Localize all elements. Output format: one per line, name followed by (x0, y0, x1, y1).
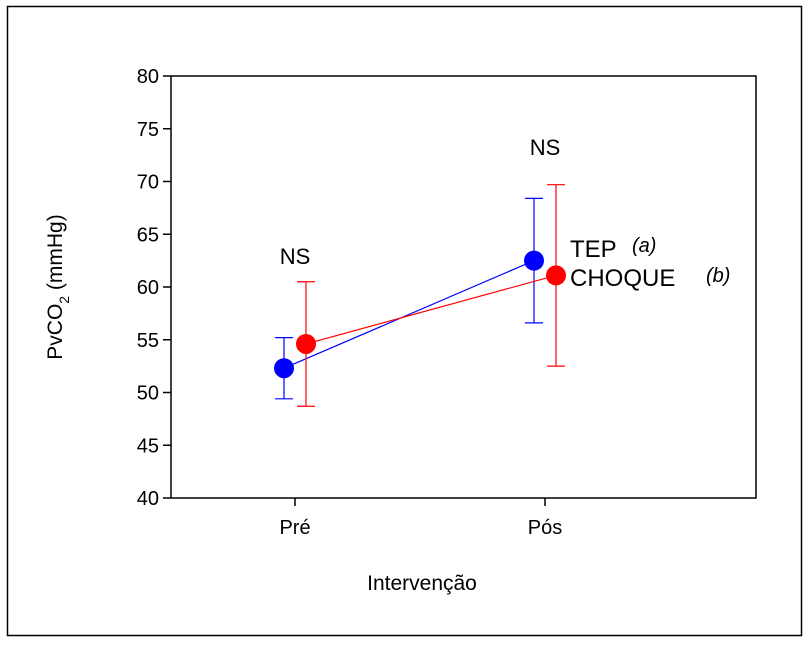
y-axis-title-main: PvCO (44, 304, 67, 360)
annotation-ns-1: NS (530, 135, 561, 160)
data-point-tep-0 (274, 358, 294, 379)
y-axis-title: PvCO2 (mmHg) (44, 214, 72, 359)
series-line-choque (305, 274, 557, 345)
data-point-choque-0 (296, 333, 316, 354)
y-axis-title-subscript: 2 (56, 296, 72, 304)
legend-label-choque: CHOQUE (570, 265, 675, 292)
y-tick-label-60: 60 (137, 277, 159, 299)
series-line-tep (283, 260, 535, 369)
y-tick-label-45: 45 (137, 435, 159, 457)
x-tick-label-1: Pós (528, 517, 562, 539)
figure-border (6, 5, 803, 637)
y-tick-label-55: 55 (137, 330, 159, 352)
y-tick-label-75: 75 (137, 119, 159, 141)
x-axis-title: Intervenção (367, 572, 477, 595)
legend-tag-choque: (b) (706, 265, 730, 287)
y-tick-label-70: 70 (137, 172, 159, 194)
y-tick-label-65: 65 (137, 224, 159, 246)
y-tick-label-80: 80 (137, 66, 159, 88)
x-tick-label-0: Pré (279, 517, 310, 539)
y-axis-title-suffix: (mmHg) (44, 214, 67, 296)
legend-tag-choque-letter: b (713, 265, 724, 287)
annotation-ns-0: NS (280, 244, 311, 269)
data-point-choque-1 (546, 265, 566, 286)
legend-tag-tep-letter: a (639, 235, 650, 257)
plot-layer: 40 45 50 55 60 65 70 75 80 Pré Pós NS NS (137, 66, 757, 539)
y-tick-label-50: 50 (137, 383, 159, 405)
data-point-tep-1 (524, 250, 544, 271)
y-tick-label-40: 40 (137, 488, 159, 510)
legend-tag-tep: (a) (632, 235, 656, 257)
legend-label-tep: TEP (570, 236, 617, 263)
